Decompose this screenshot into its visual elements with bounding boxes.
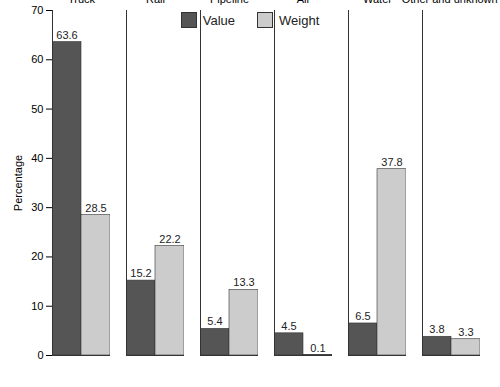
svg-text:Rail: Rail: [146, 0, 165, 5]
svg-text:28.5: 28.5: [85, 202, 106, 214]
svg-text:60: 60: [31, 53, 43, 65]
svg-text:3.8: 3.8: [429, 323, 444, 335]
svg-text:3.3: 3.3: [458, 326, 473, 338]
svg-text:70: 70: [31, 4, 43, 16]
svg-text:63.6: 63.6: [56, 29, 77, 41]
svg-text:Pipeline: Pipeline: [210, 0, 249, 5]
svg-text:Water: Water: [363, 0, 392, 5]
svg-text:5.4: 5.4: [207, 315, 222, 327]
svg-text:0.1: 0.1: [310, 342, 325, 354]
svg-text:30: 30: [31, 201, 43, 213]
svg-text:Truck: Truck: [68, 0, 96, 5]
svg-text:Air: Air: [297, 0, 311, 5]
svg-text:6.5: 6.5: [355, 310, 370, 322]
html-text:Value: Value: [202, 12, 235, 28]
svg-text:Percentage: Percentage: [12, 155, 24, 211]
svg-text:22.2: 22.2: [159, 233, 180, 245]
svg-text:37.8: 37.8: [381, 156, 402, 168]
svg-text:20: 20: [31, 250, 43, 262]
svg-text:Other and unknown¹: Other and unknown¹: [402, 0, 500, 5]
svg-text:40: 40: [31, 152, 43, 164]
html-text:Weight: Weight: [279, 12, 320, 28]
svg-text:10: 10: [31, 300, 43, 312]
svg-text:15.2: 15.2: [130, 267, 151, 279]
svg-text:4.5: 4.5: [281, 320, 296, 332]
svg-text:13.3: 13.3: [233, 276, 254, 288]
svg-text:0: 0: [37, 349, 43, 361]
svg-text:50: 50: [31, 103, 43, 115]
